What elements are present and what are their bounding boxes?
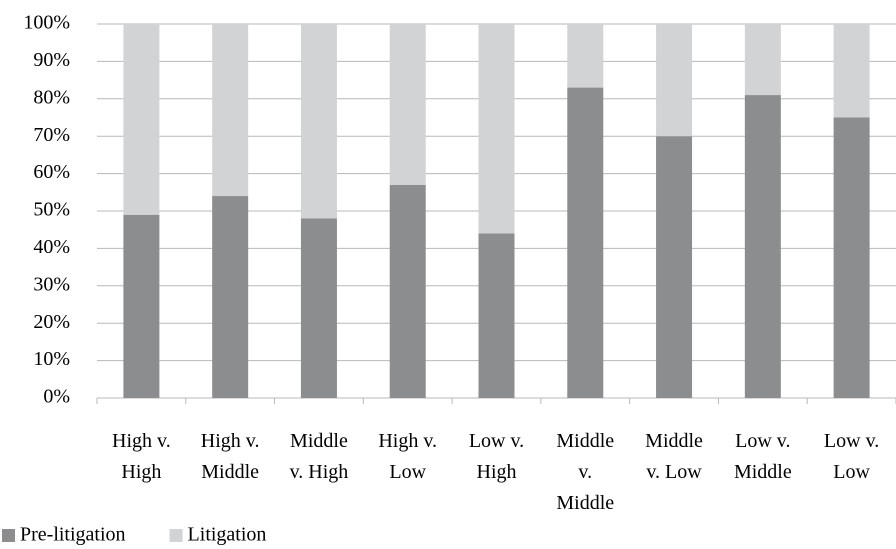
legend-swatch (169, 529, 183, 542)
bar-segment (478, 24, 515, 234)
x-tick-label: High v. High (112, 430, 171, 483)
bar-segment (833, 117, 870, 398)
bar-segment (478, 233, 515, 398)
x-tick-label: Middle v. Middle (556, 430, 615, 514)
bar-segment (656, 24, 693, 137)
legend-label: Litigation (188, 524, 267, 546)
legend-swatch (2, 529, 15, 542)
bar-segment (123, 214, 160, 398)
bar-segment (656, 136, 693, 398)
bar-segment (300, 218, 337, 398)
x-tick-label: Middle v. High (289, 430, 349, 483)
y-tick-label: 40% (33, 236, 70, 258)
y-tick-label: 50% (33, 199, 70, 221)
bar-segment (744, 24, 781, 96)
x-tick-label: Low v. Middle (733, 430, 792, 483)
bar-segment (212, 196, 249, 398)
y-tick-label: 30% (33, 273, 70, 295)
bar-segment (567, 24, 604, 88)
x-tick-label: Middle v. Low (645, 430, 703, 483)
x-tick-label: High v. Middle (200, 430, 260, 483)
y-tick-label: 60% (33, 161, 70, 183)
y-tick-label: 80% (33, 86, 70, 108)
y-tick-label: 70% (33, 124, 70, 146)
bar-segment (744, 95, 781, 398)
bar-segment (389, 184, 426, 398)
bar-segment (567, 87, 604, 398)
y-tick-label: 10% (33, 348, 70, 370)
bar-segment (300, 24, 337, 219)
y-tick-label: 0% (43, 386, 70, 408)
bar-segment (833, 24, 870, 118)
x-tick-label: Low v. High (468, 430, 525, 483)
bar-segment (123, 24, 160, 215)
x-tick-label: Low v. Low (823, 430, 880, 483)
bar-segment (389, 24, 426, 185)
bar-segment (212, 24, 249, 197)
y-tick-label: 20% (33, 311, 70, 333)
y-tick-label: 90% (33, 49, 70, 71)
legend-label: Pre-litigation (20, 524, 126, 546)
y-tick-label: 100% (23, 12, 70, 34)
x-tick-label: High v. Low (378, 430, 438, 483)
